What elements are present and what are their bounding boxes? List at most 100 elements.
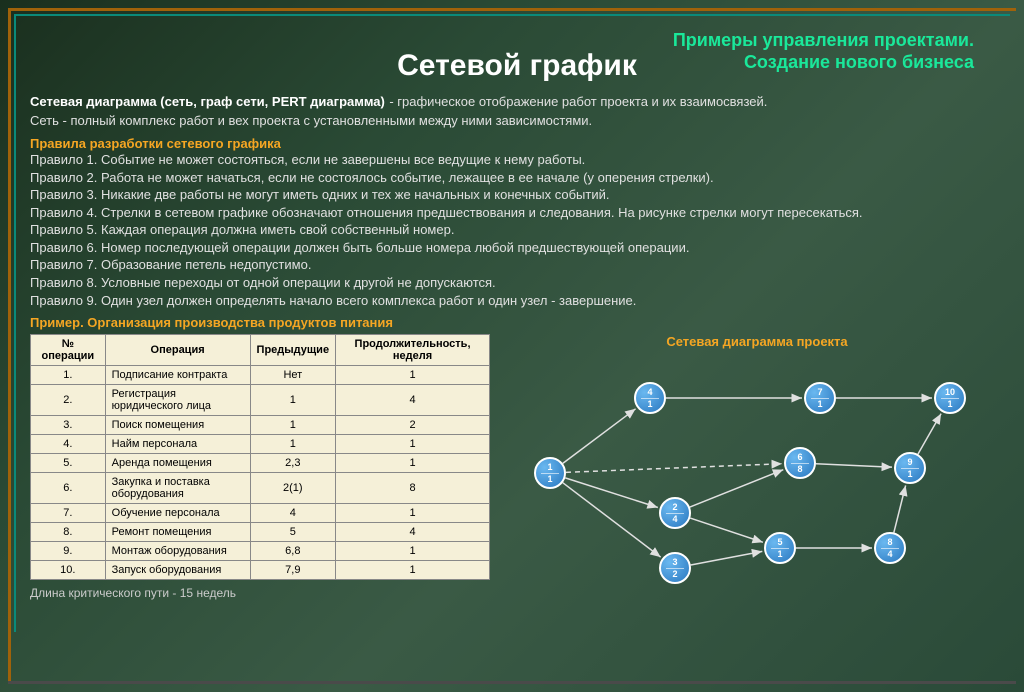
rule-item: Правило 3. Никакие две работы не могут и… <box>30 186 1004 204</box>
table-cell: 8. <box>31 523 106 542</box>
table-cell: Закупка и поставка оборудования <box>105 473 250 504</box>
intro-rest: - графическое отображение работ проекта … <box>389 94 767 109</box>
table-cell: 4 <box>250 504 336 523</box>
network-diagram: 112432415168718491101 <box>510 353 1004 593</box>
diagram-title: Сетевая диаграмма проекта <box>510 334 1004 349</box>
node-id: 10 <box>941 388 959 399</box>
table-cell: Поиск помещения <box>105 416 250 435</box>
table-cell: 1 <box>336 561 490 580</box>
table-row: 3.Поиск помещения12 <box>31 416 490 435</box>
node-id: 8 <box>881 538 899 549</box>
table-cell: 1 <box>336 454 490 473</box>
table-row: 6.Закупка и поставка оборудования2(1)8 <box>31 473 490 504</box>
node-id: 2 <box>666 503 684 514</box>
decor-inner-top <box>14 14 1010 16</box>
diagram-edges <box>510 353 1004 593</box>
rules-list: Правило 1. Событие не может состояться, … <box>30 151 1004 309</box>
decor-border-top <box>8 8 1016 11</box>
diagram-node: 32 <box>659 552 691 584</box>
node-duration: 2 <box>672 569 677 579</box>
critical-path-footnote: Длина критического пути - 15 недель <box>30 586 490 600</box>
table-cell: 1 <box>250 385 336 416</box>
diagram-node: 68 <box>784 447 816 479</box>
table-row: 10.Запуск оборудования7,91 <box>31 561 490 580</box>
table-cell: 5 <box>250 523 336 542</box>
table-cell: Монтаж оборудования <box>105 542 250 561</box>
node-id: 5 <box>771 538 789 549</box>
table-row: 2.Регистрация юридического лица14 <box>31 385 490 416</box>
rule-item: Правило 6. Номер последующей операции до… <box>30 239 1004 257</box>
decor-border-bottom <box>8 681 1016 684</box>
intro-block: Сетевая диаграмма (сеть, граф сети, PERT… <box>30 93 1004 128</box>
node-duration: 1 <box>647 399 652 409</box>
table-header: Предыдущие <box>250 335 336 366</box>
table-row: 9.Монтаж оборудования6,81 <box>31 542 490 561</box>
diagram-edge <box>691 551 763 565</box>
example-title: Пример. Организация производства продукт… <box>30 315 1004 330</box>
table-cell: 2. <box>31 385 106 416</box>
node-duration: 8 <box>797 464 802 474</box>
diagram-node: 91 <box>894 452 926 484</box>
table-header: № операции <box>31 335 106 366</box>
table-cell: 1. <box>31 366 106 385</box>
table-cell: 1 <box>336 435 490 454</box>
diagram-edge <box>566 464 782 473</box>
table-cell: Ремонт помещения <box>105 523 250 542</box>
network-diagram-wrap: Сетевая диаграмма проекта 11243241516871… <box>510 334 1004 600</box>
decor-inner-left <box>14 14 16 632</box>
table-cell: 2,3 <box>250 454 336 473</box>
node-id: 3 <box>666 558 684 569</box>
table-cell: 3. <box>31 416 106 435</box>
diagram-node: 41 <box>634 382 666 414</box>
decor-border-left <box>8 8 11 684</box>
table-cell: 4. <box>31 435 106 454</box>
table-header: Продолжительность, неделя <box>336 335 490 366</box>
diagram-edge <box>563 409 636 464</box>
diagram-edge <box>563 483 661 557</box>
intro-line2: Сеть - полный комплекс работ и вех проек… <box>30 113 1004 128</box>
node-id: 7 <box>811 388 829 399</box>
rules-title: Правила разработки сетевого графика <box>30 136 1004 151</box>
table-cell: 2(1) <box>250 473 336 504</box>
table-cell: 5. <box>31 454 106 473</box>
table-cell: 6. <box>31 473 106 504</box>
table-row: 1.Подписание контрактаНет1 <box>31 366 490 385</box>
table-cell: 9. <box>31 542 106 561</box>
lower-row: № операцииОперацияПредыдущиеПродолжитель… <box>30 334 1004 600</box>
slide-content: Примеры управления проектами. Создание н… <box>30 30 1004 672</box>
table-cell: 8 <box>336 473 490 504</box>
node-duration: 1 <box>777 549 782 559</box>
table-cell: Аренда помещения <box>105 454 250 473</box>
node-id: 6 <box>791 453 809 464</box>
subtitle-line1: Примеры управления проектами. <box>673 30 974 50</box>
table-cell: 2 <box>336 416 490 435</box>
diagram-node: 11 <box>534 457 566 489</box>
diagram-node: 101 <box>934 382 966 414</box>
table-cell: 1 <box>336 504 490 523</box>
diagram-node: 84 <box>874 532 906 564</box>
table-cell: Нет <box>250 366 336 385</box>
node-duration: 1 <box>817 399 822 409</box>
diagram-edge <box>894 486 906 533</box>
table-cell: 4 <box>336 385 490 416</box>
node-id: 4 <box>641 388 659 399</box>
table-cell: 7,9 <box>250 561 336 580</box>
table-header: Операция <box>105 335 250 366</box>
table-cell: 1 <box>336 542 490 561</box>
rule-item: Правило 7. Образование петель недопустим… <box>30 256 1004 274</box>
rule-item: Правило 4. Стрелки в сетевом графике обо… <box>30 204 1004 222</box>
node-duration: 4 <box>672 514 677 524</box>
node-duration: 1 <box>907 469 912 479</box>
table-row: 5.Аренда помещения2,31 <box>31 454 490 473</box>
table-cell: Найм персонала <box>105 435 250 454</box>
table-cell: 1 <box>250 416 336 435</box>
subtitle-line2: Создание нового бизнеса <box>744 52 974 72</box>
table-cell: 6,8 <box>250 542 336 561</box>
table-cell: Регистрация юридического лица <box>105 385 250 416</box>
table-row: 7.Обучение персонала41 <box>31 504 490 523</box>
diagram-node: 51 <box>764 532 796 564</box>
rule-item: Правило 2. Работа не может начаться, есл… <box>30 169 1004 187</box>
diagram-edge <box>565 478 658 508</box>
rule-item: Правило 5. Каждая операция должна иметь … <box>30 221 1004 239</box>
table-cell: 4 <box>336 523 490 542</box>
